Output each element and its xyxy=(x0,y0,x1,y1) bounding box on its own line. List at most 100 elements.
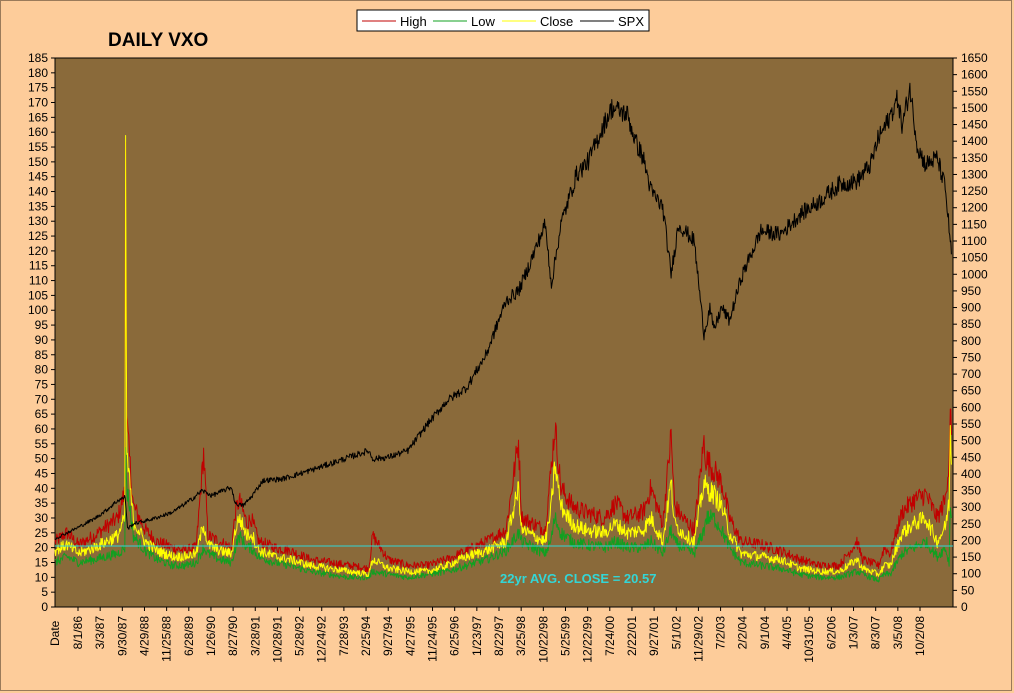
x-tick-label: 10/28/91 xyxy=(270,616,284,663)
x-tick-label: 8/22/97 xyxy=(492,616,506,656)
plot-area xyxy=(54,57,954,608)
right-y-tick-label: 1100 xyxy=(961,234,987,248)
x-tick-label: 8/3/07 xyxy=(869,616,883,650)
x-tick-label: 5/28/92 xyxy=(293,616,307,656)
x-tick-label: 7/24/00 xyxy=(603,616,617,656)
left-y-tick-label: 20 xyxy=(35,541,49,555)
right-y-tick-label: 150 xyxy=(961,550,981,564)
legend-label-close: Close xyxy=(540,14,573,29)
x-tick-label: 5/1/02 xyxy=(669,616,683,650)
x-tick-label: 7/2/03 xyxy=(714,616,728,650)
left-y-tick-label: 10 xyxy=(35,570,49,584)
left-y-tick-label: 90 xyxy=(35,333,49,347)
right-y-tick-label: 50 xyxy=(961,583,975,597)
left-y-tick-label: 70 xyxy=(35,392,49,406)
right-y-tick-label: 450 xyxy=(961,450,981,464)
right-y-tick-label: 0 xyxy=(961,600,968,614)
left-y-tick-label: 80 xyxy=(35,363,49,377)
avg-close-annotation: 22yr AVG. CLOSE = 20.57 xyxy=(500,571,656,586)
left-y-tick-label: 95 xyxy=(35,318,49,332)
x-axis-label: Date xyxy=(48,620,62,646)
left-y-tick-label: 175 xyxy=(28,81,48,95)
right-y-tick-label: 900 xyxy=(961,301,981,315)
right-y-tick-label: 850 xyxy=(961,317,981,331)
left-y-tick-label: 55 xyxy=(35,437,49,451)
x-tick-label: 10/31/05 xyxy=(802,616,816,663)
left-y-tick-label: 15 xyxy=(35,555,49,569)
left-y-tick-label: 165 xyxy=(28,110,48,124)
right-y-tick-label: 600 xyxy=(961,400,981,414)
right-y-tick-label: 1050 xyxy=(961,251,988,265)
x-tick-label: 2/22/01 xyxy=(625,616,639,656)
right-y-tick-label: 550 xyxy=(961,417,981,431)
left-y-tick-label: 85 xyxy=(35,348,49,362)
left-y-tick-label: 130 xyxy=(28,214,48,228)
left-y-tick-label: 135 xyxy=(28,199,48,213)
left-y-tick-label: 75 xyxy=(35,377,49,391)
left-y-tick-label: 0 xyxy=(41,600,48,614)
x-tick-label: 5/25/99 xyxy=(559,616,573,656)
right-y-tick-label: 400 xyxy=(961,467,981,481)
x-tick-label: 1/3/07 xyxy=(847,616,861,650)
left-y-tick-label: 115 xyxy=(29,259,48,273)
right-y-tick-label: 1550 xyxy=(961,84,988,98)
x-tick-label: 7/28/93 xyxy=(337,616,351,656)
x-tick-label: 6/25/96 xyxy=(448,616,462,656)
x-tick-label: 11/24/95 xyxy=(426,616,440,662)
right-y-tick-label: 1300 xyxy=(961,167,988,181)
left-y-tick-label: 180 xyxy=(28,66,48,80)
x-tick-label: 3/3/87 xyxy=(93,616,107,650)
right-y-tick-label: 200 xyxy=(961,533,981,547)
right-y-tick-label: 1600 xyxy=(961,68,988,82)
x-tick-label: 3/28/91 xyxy=(248,616,262,656)
x-tick-label: 6/2/06 xyxy=(824,616,838,650)
left-y-tick-label: 155 xyxy=(28,140,48,154)
left-y-tick-label: 125 xyxy=(28,229,48,243)
x-tick-label: 9/27/01 xyxy=(647,616,661,656)
left-y-tick-label: 150 xyxy=(28,155,48,169)
x-tick-label: 4/29/88 xyxy=(138,616,152,656)
left-y-tick-label: 145 xyxy=(28,170,48,184)
right-y-tick-label: 1350 xyxy=(961,151,988,165)
series-line-low xyxy=(54,447,952,583)
left-y-tick-label: 65 xyxy=(35,407,49,421)
left-y-tick-label: 35 xyxy=(35,496,49,510)
right-y-tick-label: 1000 xyxy=(961,267,988,281)
left-y-tick-label: 170 xyxy=(28,96,48,110)
x-tick-label: 12/22/99 xyxy=(581,616,595,663)
x-tick-label: 2/2/04 xyxy=(736,616,750,650)
x-tick-label: 11/25/88 xyxy=(160,616,174,662)
right-y-tick-label: 350 xyxy=(961,484,981,498)
right-y-tick-label: 1150 xyxy=(961,217,987,231)
right-y-tick-label: 1200 xyxy=(961,201,988,215)
left-y-tick-label: 120 xyxy=(28,244,48,258)
left-y-tick-label: 60 xyxy=(35,422,49,436)
right-y-tick-label: 500 xyxy=(961,434,981,448)
right-y-tick-label: 1250 xyxy=(961,184,988,198)
x-tick-label: 9/30/87 xyxy=(115,616,129,656)
x-tick-label: 11/29/02 xyxy=(691,616,705,662)
series-line-spx xyxy=(54,82,952,541)
left-y-tick-label: 50 xyxy=(35,452,49,466)
left-y-tick-label: 160 xyxy=(28,125,48,139)
right-y-tick-label: 100 xyxy=(961,567,981,581)
left-y-tick-label: 30 xyxy=(35,511,49,525)
left-y-tick-label: 25 xyxy=(35,526,49,540)
right-y-tick-label: 1500 xyxy=(961,101,988,115)
right-y-tick-label: 1450 xyxy=(961,118,988,132)
right-y-tick-label: 750 xyxy=(961,350,981,364)
right-y-tick-label: 1650 xyxy=(961,51,988,65)
right-y-tick-label: 300 xyxy=(961,500,981,514)
left-y-tick-label: 100 xyxy=(28,303,48,317)
x-tick-label: 3/25/98 xyxy=(514,616,528,656)
x-tick-label: 1/23/97 xyxy=(470,616,484,656)
left-y-tick-label: 140 xyxy=(28,185,48,199)
left-y-tick-label: 185 xyxy=(28,51,48,65)
x-tick-label: 4/27/95 xyxy=(403,616,417,656)
left-y-tick-label: 5 xyxy=(41,585,48,599)
x-tick-label: 9/27/94 xyxy=(381,616,395,656)
left-y-tick-label: 40 xyxy=(35,481,49,495)
right-y-tick-label: 800 xyxy=(961,334,981,348)
